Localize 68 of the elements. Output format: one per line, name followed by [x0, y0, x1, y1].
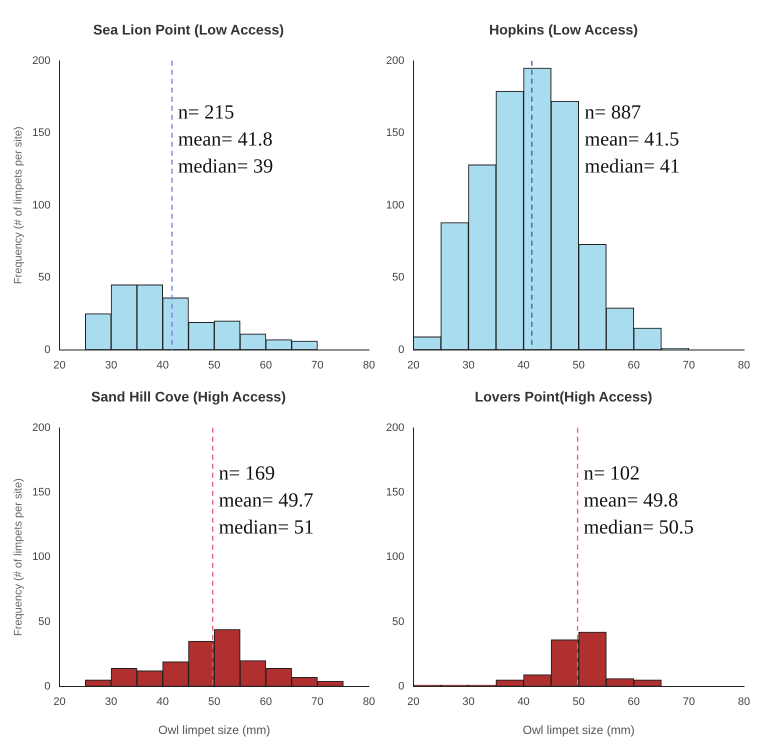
- x-tick-label: 50: [208, 359, 220, 372]
- annotation: n= 169: [218, 462, 276, 485]
- y-tick-label: 150: [386, 127, 404, 140]
- annotation: mean= 41.5: [584, 128, 680, 151]
- x-tick-label: 60: [260, 696, 272, 708]
- x-tick-label: 30: [462, 359, 475, 372]
- y-tick-label: 100: [386, 199, 404, 212]
- x-tick-label: 60: [628, 359, 640, 372]
- chart-title: Lovers Point(High Access): [474, 388, 652, 404]
- x-tick-label: 60: [628, 696, 640, 708]
- y-axis-title: Frequency (# of limpets per site): [12, 126, 25, 284]
- y-tick-label: 200: [386, 54, 404, 67]
- x-tick-label: 30: [462, 696, 475, 708]
- y-axis-title: Frequency (# of limpets per site): [12, 478, 25, 636]
- x-tick-label: 50: [208, 696, 220, 708]
- x-tick-label: 70: [311, 696, 324, 708]
- annotation: mean= 41.8: [178, 128, 273, 151]
- y-tick-label: 100: [32, 199, 51, 212]
- chart-title: Hopkins (Low Access): [489, 21, 638, 38]
- x-tick-label: 40: [517, 696, 530, 708]
- x-axis-title: Owl limpet size (mm): [158, 723, 270, 738]
- y-tick-label: 0: [44, 680, 51, 692]
- x-tick-label: 80: [362, 359, 376, 372]
- y-tick-label: 150: [32, 127, 51, 140]
- y-tick-label: 100: [32, 551, 51, 564]
- annotation: mean= 49.7: [218, 490, 314, 512]
- x-tick-label: 30: [105, 359, 118, 372]
- annotation: mean= 49.8: [584, 490, 678, 512]
- y-tick-label: 50: [38, 272, 51, 284]
- y-tick-label: 100: [386, 551, 404, 564]
- x-tick-label: 20: [407, 696, 420, 708]
- x-tick-label: 50: [572, 359, 585, 372]
- x-axis-title: Owl limpet size (mm): [522, 723, 635, 738]
- y-tick-label: 50: [392, 272, 404, 284]
- chart-title: Sand Hill Cove (High Access): [91, 388, 286, 404]
- x-tick-label: 80: [738, 359, 750, 372]
- annotation: n= 215: [178, 102, 234, 124]
- x-tick-label: 70: [682, 359, 696, 372]
- annotation: median= 41: [584, 156, 680, 178]
- y-tick-label: 200: [386, 422, 404, 434]
- x-tick-label: 20: [53, 359, 66, 372]
- chart-title: Sea Lion Point (Low Access): [93, 21, 284, 38]
- annotation: median= 39: [178, 156, 274, 178]
- y-tick-label: 50: [38, 616, 51, 628]
- annotation: median= 51: [218, 516, 314, 539]
- x-tick-label: 80: [362, 696, 376, 708]
- y-tick-label: 0: [44, 344, 51, 356]
- y-tick-label: 0: [398, 344, 404, 356]
- x-tick-label: 30: [105, 696, 118, 708]
- annotation: n= 887: [584, 102, 641, 124]
- x-tick-label: 60: [260, 359, 272, 372]
- y-tick-label: 200: [32, 422, 51, 434]
- x-tick-label: 40: [156, 696, 169, 708]
- x-tick-label: 80: [738, 696, 750, 708]
- annotation: median= 50.5: [584, 516, 694, 539]
- y-tick-label: 50: [392, 616, 404, 628]
- y-tick-label: 150: [32, 486, 51, 498]
- x-tick-label: 20: [53, 696, 66, 708]
- annotation: n= 102: [584, 462, 640, 485]
- x-tick-label: 40: [156, 359, 169, 372]
- x-tick-label: 20: [407, 359, 420, 372]
- y-tick-label: 200: [32, 54, 51, 67]
- y-tick-label: 150: [386, 486, 404, 498]
- x-tick-label: 40: [517, 359, 530, 372]
- x-tick-label: 50: [572, 696, 585, 708]
- y-tick-label: 0: [398, 680, 404, 692]
- x-tick-label: 70: [311, 359, 324, 372]
- x-tick-label: 70: [682, 696, 696, 708]
